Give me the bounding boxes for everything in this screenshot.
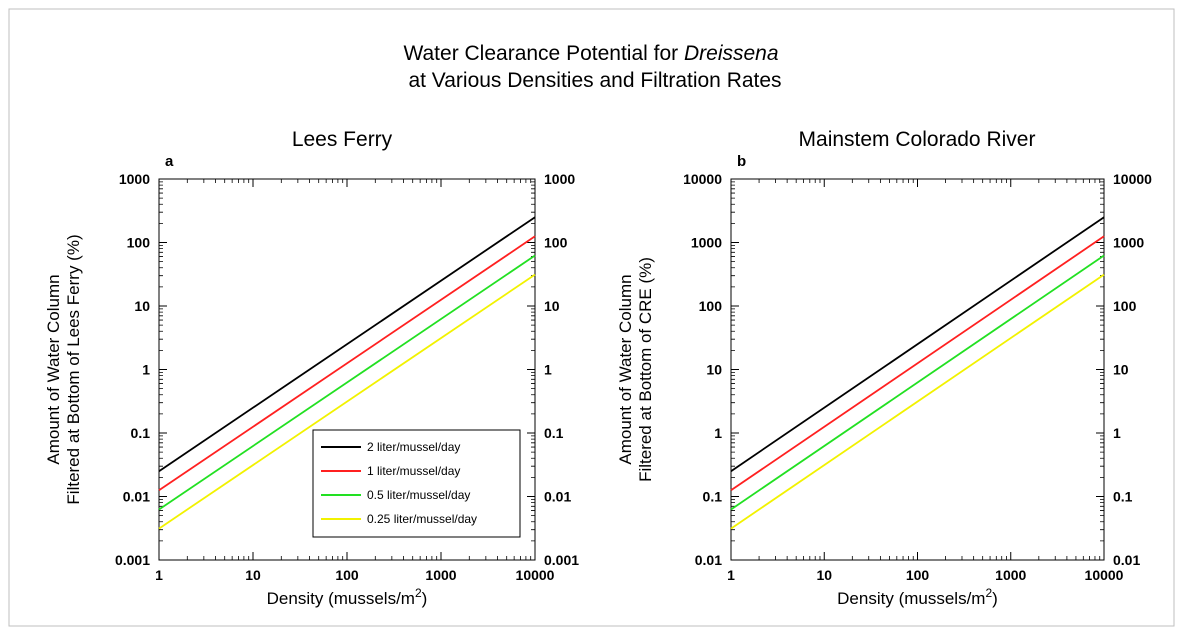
figure-title-line2: at Various Densities and Filtration Rate… [408, 69, 781, 92]
y-tick-label: 0.01 [123, 489, 150, 505]
x-tick-label: 10 [245, 567, 261, 583]
series-line-3 [158, 254, 536, 511]
y-axis-label-line2: Filtered at Bottom of CRE (%) [636, 257, 655, 482]
x-tick-label: 10000 [1085, 567, 1124, 583]
panel-title-b: Mainstem Colorado River [799, 128, 1036, 151]
y-axis-label-line1: Amount of Water Column [616, 274, 635, 464]
x-tick-label: 10000 [516, 567, 555, 583]
x-tick-label: 100 [906, 567, 930, 583]
y-tick-label: 1 [714, 425, 722, 441]
figure-title-line1: Water Clearance Potential for Dreissena [403, 42, 778, 65]
y-axis-label-line1: Amount of Water Column [44, 274, 63, 464]
plot-frame-b [730, 178, 1105, 561]
panel-title-a: Lees Ferry [292, 128, 393, 151]
x-tick-label: 10 [816, 567, 832, 583]
y-tick-label-right: 100 [1113, 298, 1137, 314]
y-tick-label-right: 10 [544, 298, 560, 314]
y-tick-label: 10000 [683, 171, 722, 187]
y-tick-label: 10 [134, 298, 150, 314]
y-tick-label: 100 [699, 298, 723, 314]
y-tick-label: 1 [142, 362, 150, 378]
y-axis-label-line2: Filtered at Bottom of Lees Ferry (%) [64, 234, 83, 504]
y-tick-label: 0.001 [115, 552, 150, 568]
y-tick-label-right: 1 [1113, 425, 1121, 441]
x-tick-label: 1 [727, 567, 735, 583]
legend-label-2: 1 liter/mussel/day [367, 464, 460, 478]
y-tick-label-right: 0.01 [544, 489, 571, 505]
series-line-2 [730, 235, 1105, 492]
y-tick-label: 1000 [691, 235, 722, 251]
y-tick-label: 0.1 [703, 489, 723, 505]
legend: 2 liter/mussel/day 1 liter/mussel/day 0.5 … [312, 429, 521, 538]
legend-label-4: 0.25 liter/mussel/day [367, 512, 477, 526]
y-tick-label-right: 1 [544, 362, 552, 378]
y-tick-label-right: 0.01 [1113, 552, 1140, 568]
y-tick-label: 100 [127, 235, 151, 251]
y-tick-label-right: 1000 [1113, 235, 1144, 251]
panel-letter-a: a [165, 153, 174, 170]
y-tick-label-right: 1000 [544, 171, 575, 187]
y-tick-label-right: 10000 [1113, 171, 1152, 187]
y-tick-label: 1000 [119, 171, 150, 187]
series-line-1 [158, 216, 536, 472]
minor-ticks-a [159, 179, 535, 560]
y-tick-label-right: 10 [1113, 362, 1129, 378]
panel-letter-b: b [737, 153, 746, 170]
series-line-2 [158, 235, 536, 492]
y-tick-label-right: 0.1 [1113, 489, 1133, 505]
series-line-3 [730, 254, 1105, 511]
x-tick-label: 1 [155, 567, 163, 583]
series-line-1 [730, 216, 1105, 472]
series-line-4 [730, 273, 1105, 530]
minor-ticks-b [731, 179, 1104, 560]
legend-label-3: 0.5 liter/mussel/day [367, 488, 470, 502]
series-line-4 [158, 273, 536, 530]
x-axis-label: Density (mussels/m2) [837, 586, 998, 608]
legend-label-1: 2 liter/mussel/day [367, 440, 460, 454]
figure-border [8, 8, 1175, 627]
y-tick-label: 0.01 [695, 552, 722, 568]
x-axis-label: Density (mussels/m2) [267, 586, 428, 608]
y-tick-label-right: 0.001 [544, 552, 579, 568]
x-tick-label: 100 [335, 567, 359, 583]
y-tick-label-right: 0.1 [544, 425, 564, 441]
y-tick-label: 0.1 [131, 425, 151, 441]
y-tick-label-right: 100 [544, 235, 568, 251]
x-tick-label: 1000 [995, 567, 1026, 583]
y-tick-label: 10 [706, 362, 722, 378]
x-tick-label: 1000 [425, 567, 456, 583]
